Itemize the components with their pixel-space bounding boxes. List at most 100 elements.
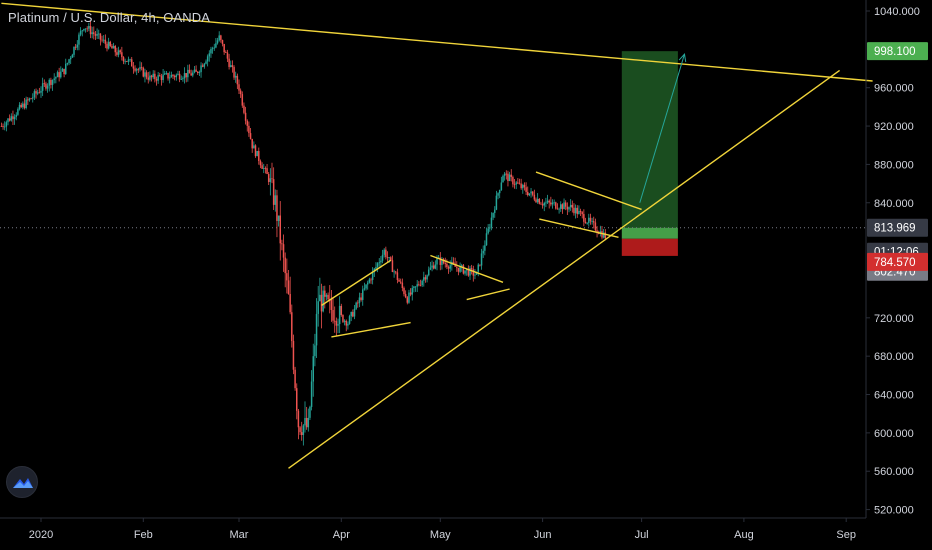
candle-body	[533, 194, 536, 200]
candle-body	[159, 75, 161, 77]
candle-body	[173, 76, 176, 78]
candle-body	[342, 315, 344, 322]
candle-body	[479, 264, 481, 266]
candle-body	[568, 207, 570, 210]
candle-body	[337, 324, 339, 326]
candle-body	[436, 258, 438, 265]
candle-body	[500, 182, 503, 190]
candle-body	[319, 294, 321, 302]
candle-body	[32, 97, 34, 99]
y-tick-label: 600.000	[874, 428, 914, 440]
candle-body	[574, 207, 577, 214]
candle-body	[457, 267, 460, 272]
candle-body	[431, 265, 433, 268]
candle-body	[411, 288, 413, 295]
candle-body	[485, 233, 488, 246]
candle-body	[383, 249, 385, 255]
candle-body	[81, 30, 83, 32]
candle-body	[12, 116, 14, 120]
candle-body	[117, 50, 120, 55]
candle-body	[353, 308, 356, 317]
candle-body	[564, 202, 567, 207]
candle-body	[348, 316, 351, 324]
candle-body	[116, 52, 118, 55]
candle-body	[36, 92, 39, 94]
candle-body	[322, 290, 324, 312]
candle-body	[246, 120, 248, 126]
candle-body	[188, 69, 191, 74]
candle-body	[578, 210, 580, 215]
candle-body	[254, 145, 257, 157]
candle-body	[332, 310, 334, 321]
candle-body	[162, 74, 164, 81]
candle-body	[76, 44, 79, 48]
candle-body	[432, 265, 435, 269]
candle-body	[561, 204, 564, 210]
candle-body	[200, 65, 202, 73]
candle-body	[236, 75, 239, 85]
candle-body	[244, 112, 247, 121]
candle-body	[286, 273, 288, 281]
price-axis[interactable]: 1040.000 960.000 920.000 880.000 840.000 720.…	[866, 6, 920, 517]
candle-body	[310, 381, 313, 407]
candle-body	[370, 279, 372, 281]
trendlines[interactable]	[1, 2, 873, 469]
candle-body	[56, 72, 59, 78]
candle-body	[119, 50, 121, 53]
candle-body	[205, 61, 207, 64]
candle-body	[66, 62, 69, 64]
candle-body	[206, 56, 209, 62]
candle-body	[25, 99, 27, 108]
candle-body	[462, 265, 465, 274]
candle-body	[172, 74, 174, 77]
candle-body	[518, 183, 521, 185]
candle-body	[375, 266, 377, 269]
candle-body	[122, 57, 125, 62]
candle-body	[376, 263, 379, 267]
candle-body	[320, 294, 323, 312]
candle-body	[386, 256, 389, 258]
time-axis[interactable]: 2020 Feb Mar Apr May Jun Jul Aug Sep	[29, 518, 856, 541]
candle-body	[508, 174, 511, 182]
candle-body	[112, 46, 115, 49]
candle-body	[137, 69, 140, 71]
candle-body	[538, 198, 541, 204]
trendline-channel-bottom-1	[331, 321, 411, 338]
candle-body	[333, 320, 336, 322]
trendline-flag-top	[535, 171, 642, 211]
candle-body	[23, 103, 26, 108]
trendline-flag-bottom	[539, 218, 619, 238]
candle-body	[264, 168, 267, 169]
candle-body	[126, 61, 128, 62]
candle-body	[211, 48, 214, 50]
candle-body	[426, 275, 428, 280]
candle-body	[441, 259, 443, 265]
candle-body	[358, 297, 361, 303]
candle-body	[33, 91, 36, 98]
candle-body	[528, 193, 531, 196]
tradingview-logo-icon[interactable]	[6, 466, 38, 498]
candle-body	[60, 71, 62, 78]
candle-body	[461, 265, 463, 267]
candle-body	[391, 260, 394, 273]
candle-body	[109, 41, 112, 46]
y-tick-label: 640.000	[874, 390, 914, 402]
candle-body	[154, 73, 156, 80]
candle-body	[472, 269, 475, 276]
candle-body	[340, 305, 343, 316]
candle-body	[393, 271, 395, 273]
candle-body	[83, 28, 85, 31]
candle-body	[155, 79, 158, 81]
candle-body	[307, 417, 310, 428]
candle-body	[541, 204, 544, 206]
candlesticks	[0, 20, 607, 446]
candle-body	[371, 271, 374, 280]
candle-body	[296, 388, 298, 411]
trendline-channel-top-1	[321, 259, 392, 306]
candle-body	[230, 65, 232, 67]
candle-body	[489, 227, 491, 229]
candle-body	[164, 73, 166, 75]
candle-body	[69, 57, 72, 60]
x-tick-label: Jun	[534, 529, 552, 541]
